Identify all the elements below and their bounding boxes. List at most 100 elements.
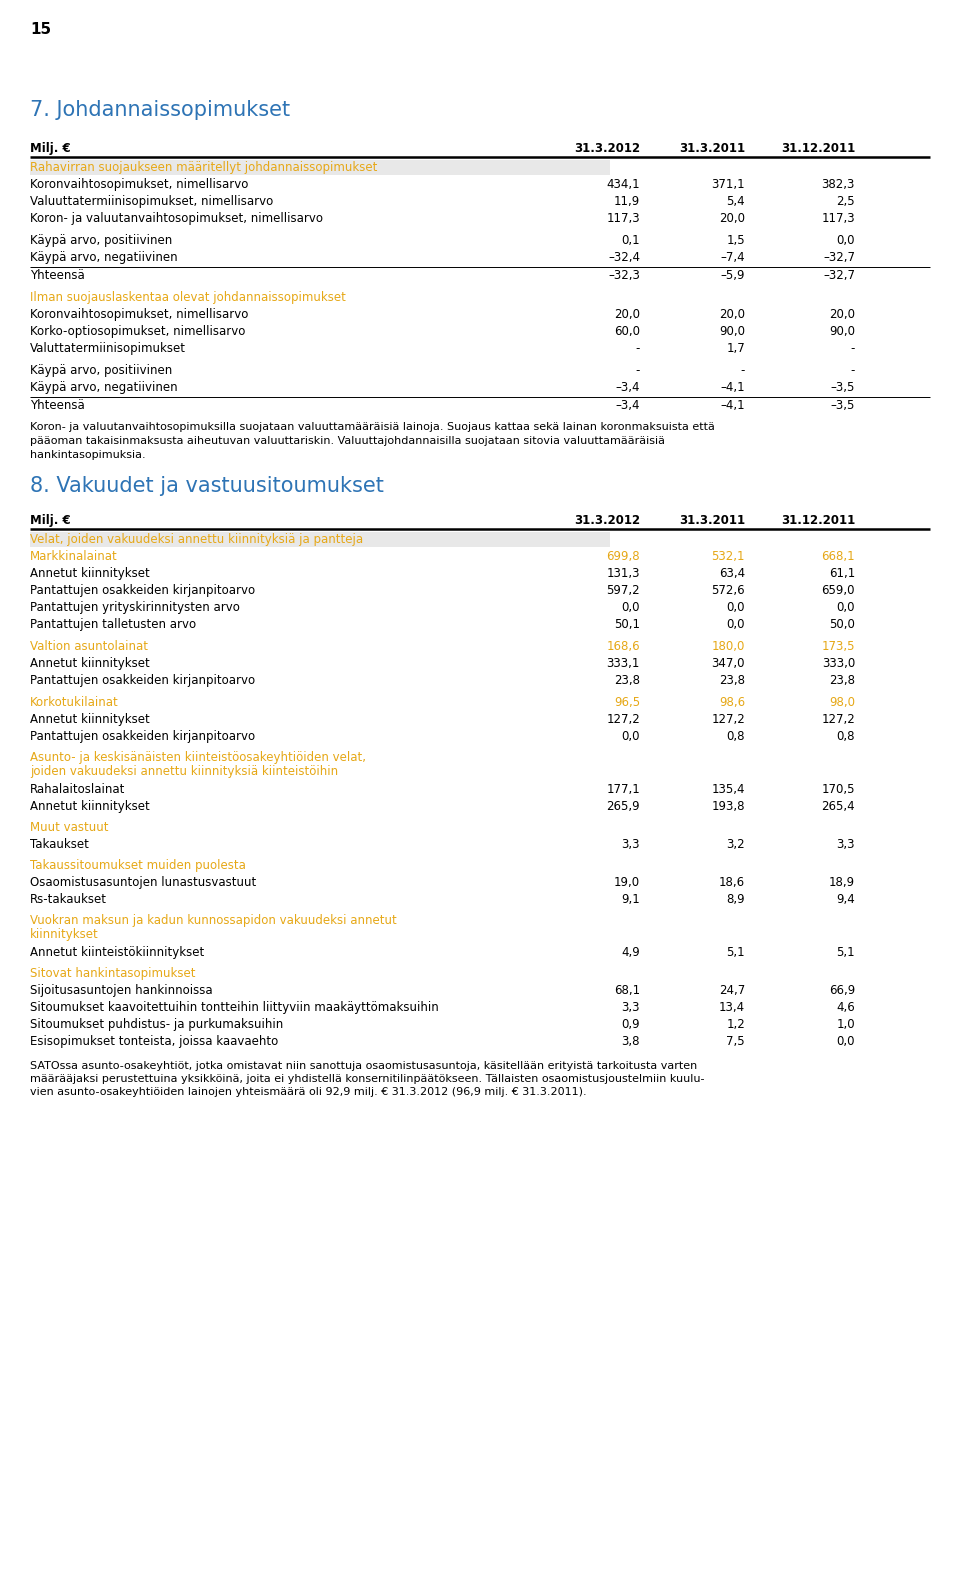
Text: 173,5: 173,5 <box>822 641 855 653</box>
Text: 3,3: 3,3 <box>621 838 640 851</box>
Text: vien asunto-osakeyhtiöiden lainojen yhteismäärä oli 92,9 milj. € 31.3.2012 (96,9: vien asunto-osakeyhtiöiden lainojen yhte… <box>30 1086 587 1097</box>
Text: 659,0: 659,0 <box>822 584 855 597</box>
Text: 8,9: 8,9 <box>727 893 745 906</box>
Text: –32,4: –32,4 <box>608 251 640 264</box>
Text: 0,8: 0,8 <box>836 730 855 743</box>
Text: Ilman suojauslaskentaa olevat johdannaissopimukset: Ilman suojauslaskentaa olevat johdannais… <box>30 290 346 305</box>
Text: 23,8: 23,8 <box>719 674 745 688</box>
Text: Esisopimukset tonteista, joissa kaavaehto: Esisopimukset tonteista, joissa kaavaeht… <box>30 1035 278 1049</box>
Text: Annetut kiinteistökiinnitykset: Annetut kiinteistökiinnitykset <box>30 947 204 959</box>
Text: 699,8: 699,8 <box>607 550 640 564</box>
Text: Koronvaihtosopimukset, nimellisarvo: Koronvaihtosopimukset, nimellisarvo <box>30 177 249 192</box>
Text: Takaussitoumukset muiden puolesta: Takaussitoumukset muiden puolesta <box>30 859 246 871</box>
Text: 11,9: 11,9 <box>613 195 640 207</box>
Text: Pantattujen yrityskirinnitysten arvo: Pantattujen yrityskirinnitysten arvo <box>30 601 240 614</box>
Text: 0,0: 0,0 <box>836 234 855 246</box>
Text: 532,1: 532,1 <box>711 550 745 564</box>
Text: –32,3: –32,3 <box>608 268 640 283</box>
Text: Takaukset: Takaukset <box>30 838 89 851</box>
Text: 98,0: 98,0 <box>829 696 855 710</box>
Text: 20,0: 20,0 <box>719 212 745 225</box>
Text: 0,9: 0,9 <box>621 1017 640 1031</box>
Text: Milj. €: Milj. € <box>30 141 71 155</box>
Text: Milj. €: Milj. € <box>30 513 71 528</box>
Text: 31.3.2012: 31.3.2012 <box>574 141 640 155</box>
Text: Muut vastuut: Muut vastuut <box>30 821 108 834</box>
Text: 61,1: 61,1 <box>828 567 855 579</box>
Text: 127,2: 127,2 <box>607 713 640 725</box>
Text: –7,4: –7,4 <box>720 251 745 264</box>
Text: 20,0: 20,0 <box>614 308 640 320</box>
Text: SATOssa asunto-osakeyhtiöt, jotka omistavat niin sanottuja osaomistusasuntoja, k: SATOssa asunto-osakeyhtiöt, jotka omista… <box>30 1061 697 1071</box>
Text: -: - <box>636 342 640 355</box>
Text: Valuuttatermiinisopimukset, nimellisarvo: Valuuttatermiinisopimukset, nimellisarvo <box>30 195 274 207</box>
Text: –3,5: –3,5 <box>830 382 855 394</box>
Text: –32,7: –32,7 <box>823 268 855 283</box>
Text: Annetut kiinnitykset: Annetut kiinnitykset <box>30 713 150 725</box>
Text: 3,3: 3,3 <box>836 838 855 851</box>
Text: 117,3: 117,3 <box>607 212 640 225</box>
Text: Koron- ja valuutanvaihtosopimukset, nimellisarvo: Koron- ja valuutanvaihtosopimukset, nime… <box>30 212 323 225</box>
Text: Pantattujen talletusten arvo: Pantattujen talletusten arvo <box>30 619 196 631</box>
Text: 63,4: 63,4 <box>719 567 745 579</box>
Bar <box>30 160 610 174</box>
Text: 7,5: 7,5 <box>727 1035 745 1049</box>
Text: Sijoitusasuntojen hankinnoissa: Sijoitusasuntojen hankinnoissa <box>30 984 212 997</box>
Text: 9,1: 9,1 <box>621 893 640 906</box>
Text: 13,4: 13,4 <box>719 1002 745 1014</box>
Text: 135,4: 135,4 <box>711 783 745 796</box>
Text: 8. Vakuudet ja vastuusitoumukset: 8. Vakuudet ja vastuusitoumukset <box>30 476 384 496</box>
Text: 0,0: 0,0 <box>621 601 640 614</box>
Text: 3,3: 3,3 <box>621 1002 640 1014</box>
Text: 0,0: 0,0 <box>727 601 745 614</box>
Text: 5,1: 5,1 <box>836 947 855 959</box>
Text: 572,6: 572,6 <box>711 584 745 597</box>
Text: –3,4: –3,4 <box>615 399 640 411</box>
Text: -: - <box>636 364 640 377</box>
Text: 4,6: 4,6 <box>836 1002 855 1014</box>
Text: 3,8: 3,8 <box>621 1035 640 1049</box>
Text: 127,2: 127,2 <box>711 713 745 725</box>
Text: 7. Johdannaissopimukset: 7. Johdannaissopimukset <box>30 100 290 119</box>
Text: 131,3: 131,3 <box>607 567 640 579</box>
Text: 50,1: 50,1 <box>614 619 640 631</box>
Text: Annetut kiinnitykset: Annetut kiinnitykset <box>30 656 150 670</box>
Text: 597,2: 597,2 <box>607 584 640 597</box>
Text: 0,1: 0,1 <box>621 234 640 246</box>
Text: Käypä arvo, negatiivinen: Käypä arvo, negatiivinen <box>30 251 178 264</box>
Text: 1,7: 1,7 <box>727 342 745 355</box>
Text: –3,4: –3,4 <box>615 382 640 394</box>
Text: 23,8: 23,8 <box>614 674 640 688</box>
Text: 0,0: 0,0 <box>727 619 745 631</box>
Text: Pantattujen osakkeiden kirjanpitoarvo: Pantattujen osakkeiden kirjanpitoarvo <box>30 584 255 597</box>
Text: 668,1: 668,1 <box>822 550 855 564</box>
Text: Pantattujen osakkeiden kirjanpitoarvo: Pantattujen osakkeiden kirjanpitoarvo <box>30 674 255 688</box>
Text: –4,1: –4,1 <box>720 382 745 394</box>
Text: Sitovat hankintasopimukset: Sitovat hankintasopimukset <box>30 967 196 980</box>
Text: 15: 15 <box>30 22 51 38</box>
Text: 265,9: 265,9 <box>607 801 640 813</box>
Text: hankintasopimuksia.: hankintasopimuksia. <box>30 451 146 460</box>
Text: Velat, joiden vakuudeksi annettu kiinnityksiä ja pantteja: Velat, joiden vakuudeksi annettu kiinnit… <box>30 532 363 546</box>
Text: 4,9: 4,9 <box>621 947 640 959</box>
Text: 1,2: 1,2 <box>727 1017 745 1031</box>
Text: 0,0: 0,0 <box>621 730 640 743</box>
Text: 20,0: 20,0 <box>719 308 745 320</box>
Text: Korkotukilainat: Korkotukilainat <box>30 696 119 710</box>
Text: kiinnitykset: kiinnitykset <box>30 928 99 940</box>
Text: Korko-optiosopimukset, nimellisarvo: Korko-optiosopimukset, nimellisarvo <box>30 325 246 338</box>
Text: 382,3: 382,3 <box>822 177 855 192</box>
Text: 90,0: 90,0 <box>719 325 745 338</box>
Text: Annetut kiinnitykset: Annetut kiinnitykset <box>30 567 150 579</box>
Text: 0,0: 0,0 <box>836 601 855 614</box>
Text: 177,1: 177,1 <box>607 783 640 796</box>
Text: 18,6: 18,6 <box>719 876 745 889</box>
Text: 96,5: 96,5 <box>613 696 640 710</box>
Text: -: - <box>851 364 855 377</box>
Text: Sitoumukset puhdistus- ja purkumaksuihin: Sitoumukset puhdistus- ja purkumaksuihin <box>30 1017 283 1031</box>
Text: 180,0: 180,0 <box>711 641 745 653</box>
Text: 9,4: 9,4 <box>836 893 855 906</box>
Text: –5,9: –5,9 <box>721 268 745 283</box>
Bar <box>30 532 610 546</box>
Text: 117,3: 117,3 <box>822 212 855 225</box>
